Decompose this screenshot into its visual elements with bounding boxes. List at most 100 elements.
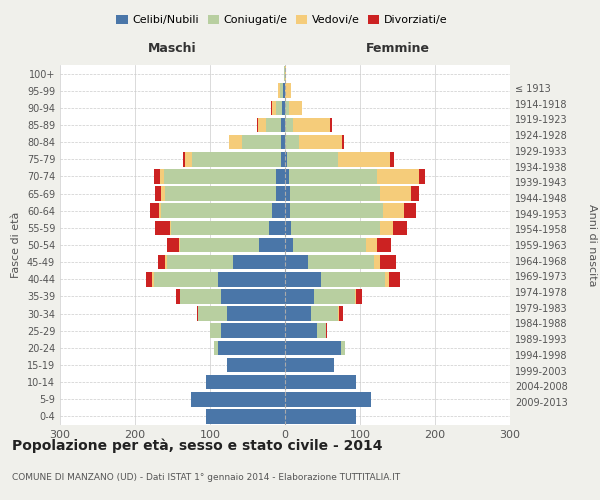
Bar [339,306,343,321]
Bar [278,84,280,98]
Bar [366,238,377,252]
Bar [287,152,337,166]
Bar [284,66,285,81]
Bar [285,118,293,132]
Bar [227,358,285,372]
Bar [154,272,218,286]
Bar [167,238,179,252]
Bar [317,324,325,338]
Text: Maschi: Maschi [148,42,197,54]
Bar [281,152,285,166]
Bar [355,289,356,304]
Bar [271,100,272,115]
Bar [229,135,242,150]
Bar [227,306,285,321]
Text: COMUNE DI MANZANO (UD) - Dati ISTAT 1° gennaio 2014 - Elaborazione TUTTITALIA.IT: COMUNE DI MANZANO (UD) - Dati ISTAT 1° g… [12,473,400,482]
Bar [285,135,299,150]
Bar [380,186,411,201]
Bar [285,169,289,184]
Bar [281,135,285,150]
Bar [341,340,345,355]
Bar [385,272,389,286]
Bar [285,289,314,304]
Bar [289,169,377,184]
Bar [282,100,285,115]
Bar [289,100,302,115]
Bar [269,220,285,235]
Bar [411,186,419,201]
Bar [383,204,404,218]
Bar [155,186,161,201]
Bar [337,306,339,321]
Bar [337,152,390,166]
Bar [283,84,285,98]
Bar [285,220,291,235]
Bar [161,204,271,218]
Bar [321,272,385,286]
Bar [285,392,371,406]
Bar [176,289,180,304]
Bar [221,289,285,304]
Bar [206,409,285,424]
Bar [293,118,330,132]
Bar [151,272,154,286]
Legend: Celibi/Nubili, Coniugati/e, Vedovi/e, Divorziati/e: Celibi/Nubili, Coniugati/e, Vedovi/e, Di… [112,10,452,30]
Bar [206,375,285,390]
Bar [183,152,185,166]
Bar [257,118,258,132]
Text: Femmine: Femmine [365,42,430,54]
Bar [214,340,218,355]
Bar [218,340,285,355]
Bar [291,220,380,235]
Bar [157,255,165,270]
Bar [170,220,171,235]
Bar [285,255,308,270]
Bar [330,118,331,132]
Bar [285,204,290,218]
Bar [390,152,394,166]
Bar [276,100,282,115]
Bar [285,66,286,81]
Bar [285,306,311,321]
Bar [377,169,419,184]
Bar [285,358,334,372]
Bar [393,220,407,235]
Bar [171,220,269,235]
Bar [285,340,341,355]
Bar [180,289,221,304]
Bar [389,272,400,286]
Bar [308,255,373,270]
Bar [285,238,293,252]
Bar [146,272,151,286]
Bar [161,186,165,201]
Bar [180,238,259,252]
Bar [233,255,285,270]
Bar [285,152,287,166]
Bar [419,169,425,184]
Bar [290,204,383,218]
Bar [356,289,362,304]
Bar [265,118,281,132]
Bar [285,375,356,390]
Bar [380,220,393,235]
Bar [290,186,380,201]
Bar [154,169,160,184]
Bar [373,255,380,270]
Bar [285,272,321,286]
Bar [285,84,291,98]
Bar [221,324,285,338]
Bar [258,118,265,132]
Y-axis label: Fasce di età: Fasce di età [11,212,21,278]
Bar [314,289,355,304]
Bar [192,152,281,166]
Bar [242,135,281,150]
Text: Popolazione per età, sesso e stato civile - 2014: Popolazione per età, sesso e stato civil… [12,438,383,453]
Bar [293,238,366,252]
Bar [272,100,276,115]
Bar [197,306,198,321]
Bar [150,204,159,218]
Bar [179,238,180,252]
Bar [160,169,163,184]
Bar [342,135,343,150]
Bar [285,100,289,115]
